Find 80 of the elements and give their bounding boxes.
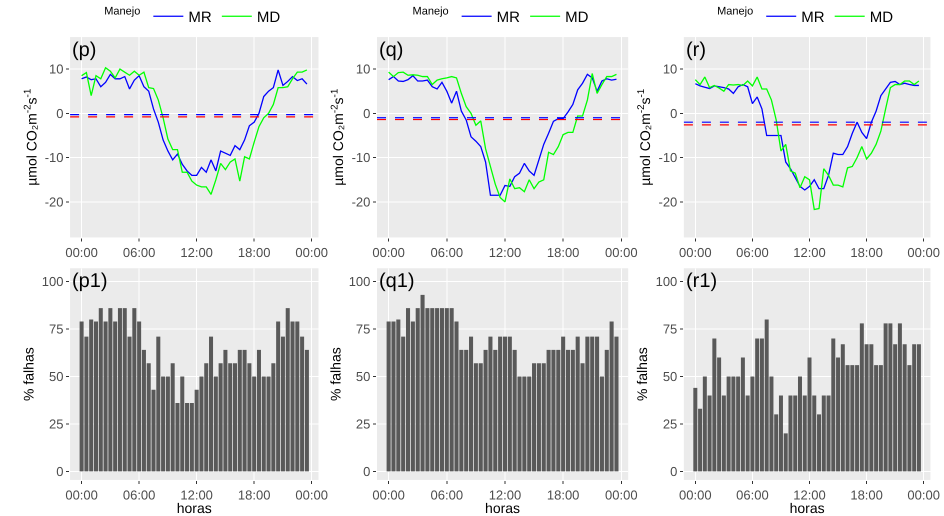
x-tick-label: 00:00 xyxy=(605,244,638,260)
x-tick-label: 00:00 xyxy=(372,487,405,502)
y-tick-label: 25 xyxy=(49,416,64,432)
x-tick-label: 06:00 xyxy=(122,487,156,502)
y-tick-label: 50 xyxy=(49,369,64,384)
x-tick-label: 00:00 xyxy=(372,244,405,260)
legend-label: MD xyxy=(870,9,894,26)
line-series xyxy=(80,67,308,196)
x-axis-title: horas xyxy=(176,500,212,516)
y-tick-label: -20 xyxy=(44,194,64,210)
x-tick-label: 12:00 xyxy=(488,244,522,260)
x-tick-label: 18:00 xyxy=(850,244,883,260)
y-tick-label: 10 xyxy=(49,62,64,77)
legend-label: MR xyxy=(496,9,520,26)
chart-title: (r) xyxy=(686,39,706,61)
x-axis-title: horas xyxy=(485,500,520,516)
legend-title: Manejo xyxy=(412,5,449,18)
chart-title: (p1) xyxy=(72,270,108,292)
x-tick-label: 12:00 xyxy=(180,244,213,260)
y-tick-label: 50 xyxy=(356,369,370,384)
y-tick-label: 10 xyxy=(662,62,678,77)
y-tick-label: 0 xyxy=(363,106,370,121)
x-tick-label: 00:00 xyxy=(907,487,940,502)
y-axis-title: % falhas xyxy=(634,347,650,401)
y-tick-label: -20 xyxy=(352,194,370,210)
x-tick-label: 12:00 xyxy=(793,244,826,260)
y-tick-label: 100 xyxy=(42,274,64,290)
x-tick-label: 18:00 xyxy=(546,244,580,260)
legend-label: MR xyxy=(188,9,212,26)
y-axis-title: % falhas xyxy=(20,347,36,401)
x-tick-label: 06:00 xyxy=(430,244,464,260)
x-tick-label: 18:00 xyxy=(238,487,270,502)
chart-title: (q1) xyxy=(379,270,415,292)
x-tick-label: 00:00 xyxy=(907,244,940,260)
y-tick-label: -10 xyxy=(658,150,678,166)
chart-title: (p) xyxy=(72,39,96,61)
x-tick-label: 00:00 xyxy=(295,244,328,260)
y-tick-label: 25 xyxy=(662,416,678,432)
x-tick-label: 06:00 xyxy=(430,487,464,502)
x-tick-label: 18:00 xyxy=(546,487,580,502)
y-tick-label: 0 xyxy=(56,106,64,121)
legend-label: MD xyxy=(256,9,280,26)
y-tick-label: 0 xyxy=(363,464,370,479)
y-tick-label: -20 xyxy=(658,194,678,210)
chart-title: (r1) xyxy=(686,270,718,292)
y-tick-label: 0 xyxy=(670,464,678,479)
y-tick-label: 100 xyxy=(348,274,370,290)
legend-label: MR xyxy=(801,9,825,26)
y-tick-label: 75 xyxy=(356,322,370,337)
x-tick-label: 00:00 xyxy=(65,487,98,502)
x-tick-label: 06:00 xyxy=(122,244,156,260)
x-axis-title: horas xyxy=(790,500,825,516)
x-tick-label: 18:00 xyxy=(238,244,270,260)
x-tick-label: 00:00 xyxy=(679,487,712,502)
y-tick-label: 50 xyxy=(662,369,678,384)
y-tick-label: 25 xyxy=(356,416,370,432)
x-tick-label: 18:00 xyxy=(850,487,883,502)
x-tick-label: 12:00 xyxy=(793,487,826,502)
y-axis-title: % falhas xyxy=(327,347,344,401)
legend-title: Manejo xyxy=(717,5,754,18)
line-series xyxy=(694,76,920,210)
x-tick-label: 00:00 xyxy=(295,487,328,502)
y-tick-label: 75 xyxy=(49,322,64,337)
y-tick-label: 75 xyxy=(662,322,678,337)
legend-label: MD xyxy=(565,9,589,26)
x-tick-label: 00:00 xyxy=(605,487,638,502)
legend-title: Manejo xyxy=(104,5,140,18)
y-tick-label: 10 xyxy=(356,62,370,77)
y-tick-label: 0 xyxy=(670,106,678,121)
y-tick-label: -10 xyxy=(44,150,64,166)
x-tick-label: 00:00 xyxy=(679,244,712,260)
x-tick-label: 00:00 xyxy=(65,244,98,260)
chart-title: (q) xyxy=(379,39,404,61)
y-tick-label: 0 xyxy=(56,464,64,479)
x-tick-label: 06:00 xyxy=(736,244,769,260)
y-tick-label: -10 xyxy=(352,150,370,166)
x-tick-label: 12:00 xyxy=(180,487,213,502)
x-tick-label: 06:00 xyxy=(736,487,769,502)
y-tick-label: 100 xyxy=(656,274,678,290)
x-tick-label: 12:00 xyxy=(488,487,522,502)
